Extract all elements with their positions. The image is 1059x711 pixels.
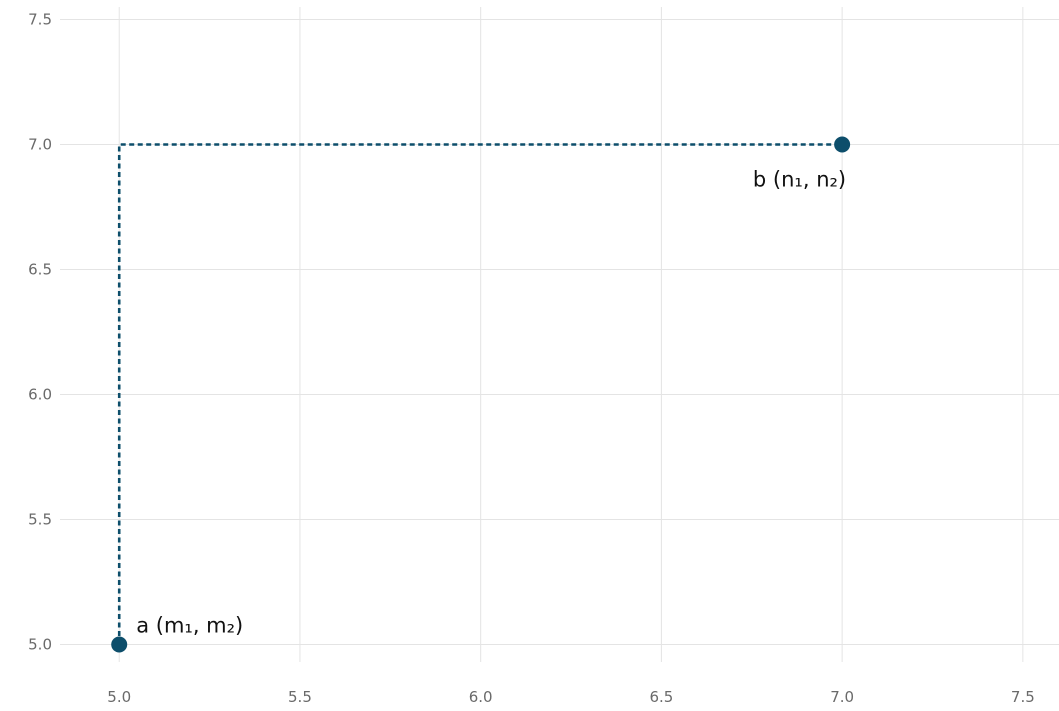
- points: [111, 136, 851, 653]
- point-label-b: b (n₁, n₂): [753, 168, 846, 192]
- y-tick-label: 5.0: [28, 636, 52, 654]
- y-tick-label: 7.0: [28, 136, 52, 154]
- y-tick-label: 6.5: [28, 261, 52, 279]
- grid: [60, 7, 1059, 662]
- point-labels: a (m₁, m₂) b (n₁, n₂): [136, 168, 846, 638]
- x-tick-label: 6.0: [469, 688, 493, 706]
- y-tick-label: 6.0: [28, 386, 52, 404]
- x-tick-label: 7.0: [830, 688, 854, 706]
- x-tick-label: 5.0: [107, 688, 131, 706]
- connector: [117, 143, 843, 645]
- tick-labels: 5.0 5.5 6.0 6.5 7.0 7.5 5.0 5.5 6.0 6.5 7.0 7.5: [28, 11, 1035, 707]
- x-tick-label: 5.5: [288, 688, 312, 706]
- dashed-connector-line: [117, 143, 843, 645]
- x-tick-label: 7.5: [1011, 688, 1035, 706]
- y-tick-label: 7.5: [28, 11, 52, 29]
- point-a: [111, 636, 128, 653]
- point-label-a: a (m₁, m₂): [136, 614, 243, 638]
- x-tick-label: 6.5: [649, 688, 673, 706]
- y-tick-label: 5.5: [28, 511, 52, 529]
- point-b: [834, 136, 851, 153]
